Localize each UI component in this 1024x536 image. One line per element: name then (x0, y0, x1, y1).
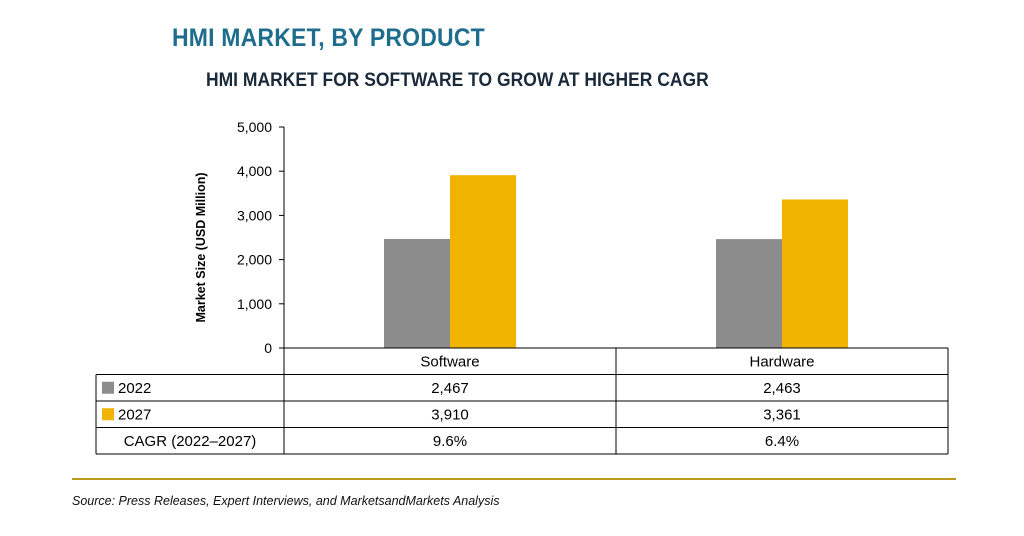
cagr-row-label: CAGR (2022–2027) (124, 433, 257, 450)
x-category-label: Hardware (749, 353, 814, 370)
legend-label-2027: 2027 (118, 406, 151, 423)
data-label: 2,463 (763, 380, 801, 397)
bar-chart: 0 1,000 2,000 3,000 4,000 5,000 Market Size (U… (95, 119, 949, 455)
bar-2022-hardware (716, 239, 782, 348)
bar-2022-software (384, 238, 450, 348)
divider-line (72, 478, 956, 480)
y-tick-label: 0 (264, 340, 272, 356)
y-tick-label: 4,000 (237, 163, 272, 179)
bar-2027-hardware (782, 199, 848, 348)
legend-swatch-2027 (102, 408, 114, 421)
x-category-label: Software (420, 353, 479, 370)
y-axis-label: Market Size (USD Million) (194, 172, 208, 322)
source-note: Source: Press Releases, Expert Interview… (72, 494, 500, 508)
chart-title: HMI MARKET, BY PRODUCT (172, 24, 485, 52)
data-label: 3,910 (431, 406, 469, 423)
y-tick-label: 5,000 (237, 119, 272, 135)
y-tick-label: 1,000 (237, 296, 272, 312)
cagr-value: 6.4% (765, 433, 799, 450)
data-label: 2,467 (431, 380, 469, 397)
legend-swatch-2022 (102, 381, 114, 394)
legend-label-2022: 2022 (118, 380, 151, 397)
chart-subtitle: HMI MARKET FOR SOFTWARE TO GROW AT HIGHE… (206, 70, 709, 91)
data-label: 3,361 (763, 406, 801, 423)
y-tick-label: 3,000 (237, 207, 272, 223)
bar-2027-software (450, 175, 516, 348)
cagr-value: 9.6% (433, 433, 467, 450)
y-tick-label: 2,000 (237, 252, 272, 268)
